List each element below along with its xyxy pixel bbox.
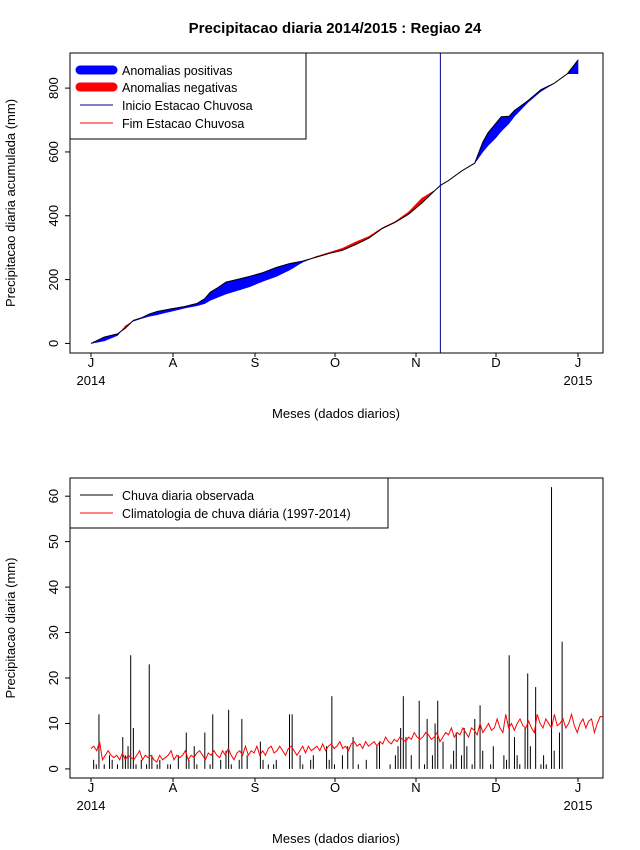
positive-anomaly-area (278, 265, 282, 276)
top-y-axis: 0 200 400 600 800 (46, 77, 71, 347)
legend-observed-label: Chuva diaria observada (122, 489, 254, 503)
bottom-x-axis: J A S O N D J 2014 2015 (77, 777, 593, 813)
top-x-axis-tick-label: J (88, 355, 95, 370)
bottom-y-axis-tick-label: 20 (46, 671, 61, 685)
top-panel: 0 200 400 600 800 J A S O N D J 2014 2015 Meses (dad… (3, 52, 604, 421)
positive-anomaly-area (257, 272, 261, 284)
positive-anomaly-area (289, 262, 293, 271)
top-x-axis-tick-label: S (251, 355, 260, 370)
positive-anomaly-area (262, 271, 266, 282)
top-y-axis-tick-label: 400 (46, 205, 61, 227)
top-y-axis-tick-label: 600 (46, 141, 61, 163)
bottom-y-axis-tick-label: 30 (46, 625, 61, 639)
positive-anomaly-area (233, 279, 237, 292)
observed-cumulative-line (90, 59, 579, 344)
bottom-y-axis-tick-label: 10 (46, 716, 61, 730)
bottom-x-axis-year-label: 2015 (564, 798, 593, 813)
positive-anomaly-area (254, 273, 259, 285)
positive-anomaly-area (283, 264, 288, 274)
bottom-y-axis-tick-label: 0 (46, 765, 61, 772)
bottom-legend-box (69, 477, 389, 529)
positive-anomaly-area (260, 272, 264, 283)
bottom-x-axis-tick-label: J (575, 780, 582, 795)
bottom-x-axis-label: Meses (dados diarios) (272, 831, 400, 846)
top-y-axis-tick-label: 200 (46, 269, 61, 291)
positive-anomaly-area (241, 277, 245, 290)
positive-anomaly-area (503, 116, 507, 130)
bottom-y-axis-tick-label: 60 (46, 489, 61, 503)
bottom-x-axis-tick-label: J (88, 780, 95, 795)
positive-anomaly-area (238, 277, 243, 291)
bottom-y-axis-tick-label: 50 (46, 534, 61, 548)
positive-anomaly-area (270, 268, 274, 279)
bottom-y-axis-label: Precipitacao diaria (mm) (3, 558, 18, 699)
bottom-legend: Chuva diaria observada Climatologia de c… (69, 477, 389, 529)
bottom-x-axis-tick-label: O (330, 780, 340, 795)
top-x-axis-tick-label: N (411, 355, 420, 370)
positive-anomaly-area (236, 278, 240, 292)
bottom-x-axis-year-label: 2014 (77, 798, 106, 813)
top-y-axis-label: Precipitacao diaria acumulada (mm) (3, 99, 18, 307)
positive-anomaly-area (268, 269, 272, 280)
bottom-x-axis-tick-label: S (251, 780, 260, 795)
top-x-axis-tick-label: A (169, 355, 178, 370)
bottom-y-axis: 0 10 20 30 40 50 60 (46, 489, 71, 773)
legend-rain-end-label: Fim Estacao Chuvosa (122, 117, 244, 131)
legend-rain-start-label: Inicio Estacao Chuvosa (122, 99, 253, 113)
top-plot-data (90, 53, 579, 353)
legend-positive-label: Anomalias positivas (122, 64, 232, 78)
positive-anomaly-area (500, 116, 505, 132)
bottom-x-axis-tick-label: D (491, 780, 500, 795)
bottom-plot-data (90, 487, 603, 769)
positive-anomaly-area (506, 115, 510, 127)
top-x-axis-tick-label: O (330, 355, 340, 370)
legend-negative-label: Anomalias negativas (122, 81, 237, 95)
positive-anomaly-area (244, 276, 248, 289)
chart-title: Precipitacao diaria 2014/2015 : Regiao 2… (189, 20, 482, 37)
positive-anomaly-area (246, 276, 251, 288)
bottom-x-axis-tick-label: A (169, 780, 178, 795)
positive-anomaly-area (265, 270, 269, 281)
positive-anomaly-area (281, 264, 285, 275)
climatology-daily-line (90, 712, 603, 763)
top-y-axis-tick-label: 800 (46, 77, 61, 99)
top-x-axis-year-label: 2015 (564, 373, 593, 388)
bottom-y-axis-tick-label: 40 (46, 580, 61, 594)
top-x-axis-tick-label: J (575, 355, 582, 370)
top-y-axis-tick-label: 0 (46, 340, 61, 347)
top-x-axis-label: Meses (dados diarios) (272, 406, 400, 421)
positive-anomaly-area (230, 279, 235, 293)
bottom-panel: 0 10 20 30 40 50 60 J A S O N D J 2014 2015 Meses (dad… (3, 477, 604, 846)
positive-anomaly-area (275, 266, 280, 277)
top-legend: Anomalias positivas Anomalias negativas … (69, 52, 307, 140)
positive-anomaly-area (273, 267, 277, 278)
positive-anomaly-area (225, 281, 229, 295)
positive-anomaly-area (228, 280, 232, 294)
top-x-axis: J A S O N D J 2014 2015 (77, 352, 593, 388)
top-x-axis-tick-label: D (491, 355, 500, 370)
legend-climatology-label: Climatologia de chuva diária (1997-2014) (122, 507, 351, 521)
positive-anomaly-area (249, 275, 253, 288)
bottom-x-axis-tick-label: N (411, 780, 420, 795)
top-x-axis-year-label: 2014 (77, 373, 106, 388)
positive-anomaly-area (252, 274, 256, 286)
